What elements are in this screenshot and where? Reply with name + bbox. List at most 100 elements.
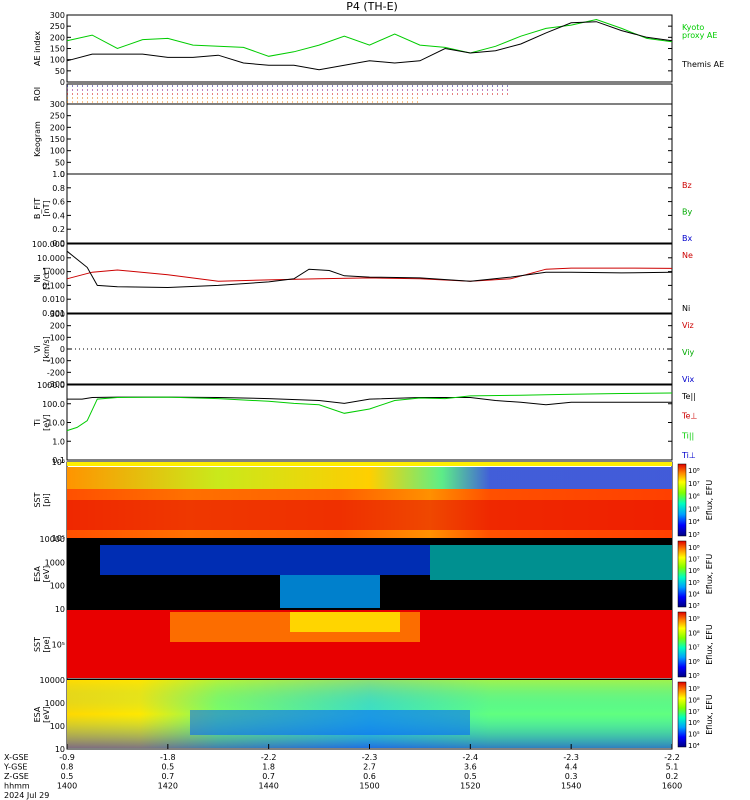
- legend-series: Viy: [682, 348, 695, 357]
- series-line-temperature-Te: [67, 396, 672, 406]
- legend-series: Viz: [682, 321, 694, 330]
- colorbar-tick: 10⁵: [688, 579, 700, 587]
- y-tick-label: 0.6: [52, 198, 65, 207]
- y-tick-label: 100: [50, 582, 65, 591]
- y-axis-label: Keogram: [33, 121, 42, 157]
- y-axis-label: ESA: [33, 706, 42, 722]
- sst-ion-spectrogram: [67, 462, 672, 538]
- footer-value: -0.9: [59, 753, 75, 762]
- y-tick-label: -200: [47, 368, 65, 377]
- footer-value: 2.7: [363, 763, 376, 772]
- footer-value: -2.4: [463, 753, 479, 762]
- y-tick-label: 200: [50, 322, 65, 331]
- legend-kyoto-sub: proxy AE: [682, 31, 717, 40]
- footer-date: 2024 Jul 29: [4, 791, 49, 800]
- colorbar-sst_elec: 10⁹ 10⁸ 10⁷ 10⁶ 10⁵ Eflux, EFU: [677, 611, 714, 680]
- colorbar-tick: 10³: [688, 602, 700, 610]
- footer-row-label: Z-GSE: [4, 772, 29, 781]
- y-tick-label: 0.4: [52, 211, 65, 220]
- legend-series: Ni: [682, 304, 690, 313]
- y-tick-label: 150: [50, 135, 65, 144]
- y-tick-label: -100: [47, 357, 65, 366]
- panel-frame: [66, 14, 673, 83]
- y-axis-unit: [eV]: [42, 414, 51, 431]
- footer-value: -1.8: [160, 753, 176, 762]
- panel-frame: [66, 243, 673, 314]
- footer-value: 5.1: [666, 763, 679, 772]
- y-tick-label: 10000: [40, 535, 65, 544]
- y-tick-label: 1000: [45, 558, 65, 567]
- colorbar-tick: 10⁸: [688, 467, 700, 475]
- panel-frame: [66, 313, 673, 385]
- y-tick-label: 50: [55, 158, 65, 167]
- y-tick-label: 0.100: [42, 281, 65, 290]
- panel-frame: [66, 103, 673, 175]
- y-axis-unit: [nT]: [42, 200, 51, 216]
- colorbar-tick: 10⁵: [688, 731, 700, 739]
- colorbar-tick: 10⁸: [688, 544, 700, 552]
- colorbar-tick: 10⁵: [688, 672, 700, 680]
- data-lines: [66, 18, 673, 432]
- colorbars: 10⁸ 10⁷ 10⁶ 10⁵ 10⁴ 10³ Eflux, EFU 10⁸ 10⁷ 10⁶ 10⁵…: [677, 463, 714, 750]
- footer-value: 1540: [561, 782, 581, 791]
- legend-series: Bz: [682, 181, 692, 190]
- footer-value: 0.6: [363, 772, 376, 781]
- y-axis-unit: [eV]: [42, 566, 51, 583]
- y-axis-label: ESA: [33, 566, 42, 582]
- y-tick-label: 10: [55, 745, 65, 754]
- y-axis-unit: [eV]: [42, 706, 51, 723]
- y-tick-label: 10⁶: [52, 458, 65, 467]
- y-axis-label: B_FIT: [33, 198, 42, 219]
- footer-value: -2.2: [664, 753, 680, 762]
- panel-b_fit: B_FIT [nT] 1.0 0.8 0.6 0.4 0.2 0.0 Bz By Bx: [33, 170, 692, 248]
- y-tick-label: 100: [50, 56, 65, 65]
- colorbar-sst_ion: 10⁸ 10⁷ 10⁶ 10⁵ 10⁴ 10³ Eflux, EFU: [677, 463, 714, 539]
- y-tick-label: 0.0: [52, 239, 65, 248]
- footer-row-label: Y-GSE: [3, 763, 27, 772]
- colorbar-scale: [677, 463, 687, 537]
- y-axis-label: Ti: [33, 419, 42, 427]
- y-tick-label: 250: [50, 112, 65, 121]
- y-tick-label: 10000: [40, 676, 65, 685]
- y-tick-label: 100.000: [32, 240, 65, 249]
- footer-value: 3.6: [464, 763, 477, 772]
- colorbar-tick: 10⁹: [688, 615, 700, 623]
- colorbar-tick: 10⁴: [688, 518, 700, 526]
- footer-value: -2.3: [563, 753, 579, 762]
- footer-value: 0.8: [61, 763, 74, 772]
- panel-frame: [66, 173, 673, 244]
- colorbar-label: Eflux, EFU: [705, 480, 714, 521]
- ephemeris-footer: X-GSE -0.9 -1.8 -2.2 -2.3 -2.4 -2.3 -2.2 Y-GSE 0.…: [3, 744, 682, 800]
- legend-series: Te⊥: [681, 412, 697, 421]
- colorbar-esa_elec: 10⁹ 10⁸ 10⁷ 10⁶ 10⁵ 10⁴ Eflux, EFU: [677, 681, 714, 750]
- y-tick-label: 10.0: [47, 419, 65, 428]
- y-tick-label: 1000: [45, 699, 65, 708]
- y-tick-label: 1.000: [42, 268, 65, 277]
- legend-kyoto: Kyoto: [682, 23, 704, 32]
- colorbar-esa_ion: 10⁸ 10⁷ 10⁶ 10⁵ 10⁴ 10³ Eflux, EFU: [677, 540, 714, 610]
- legend-series: Ti||: [681, 431, 694, 440]
- colorbar-scale: [677, 681, 687, 748]
- y-tick-label: 0.2: [52, 225, 65, 234]
- y-tick-label: 1000.0: [37, 381, 65, 390]
- y-tick-label: 10⁵: [52, 641, 65, 650]
- footer-value: 0.3: [565, 772, 578, 781]
- legend-series: Ti⊥: [681, 451, 696, 460]
- y-tick-label: 50: [55, 67, 65, 76]
- y-axis-label: Ni: [33, 274, 42, 282]
- colorbar-tick: 10⁷: [688, 480, 700, 488]
- y-tick-label: 0.010: [42, 295, 65, 304]
- series-line-density-Ni: [66, 250, 673, 289]
- footer-value: 0.5: [161, 763, 174, 772]
- colorbar-tick: 10⁵: [688, 505, 700, 513]
- y-axis-label: SST: [33, 492, 42, 507]
- y-tick-label: 0: [60, 78, 65, 87]
- y-tick-label: 1.0: [52, 437, 65, 446]
- colorbar-tick: 10⁸: [688, 696, 700, 704]
- footer-value: 1520: [460, 782, 480, 791]
- sst-elec-spectrogram: [67, 610, 672, 678]
- legend-series: Vix: [682, 375, 695, 384]
- y-tick-label: 300: [50, 100, 65, 109]
- y-tick-label: 10: [55, 605, 65, 614]
